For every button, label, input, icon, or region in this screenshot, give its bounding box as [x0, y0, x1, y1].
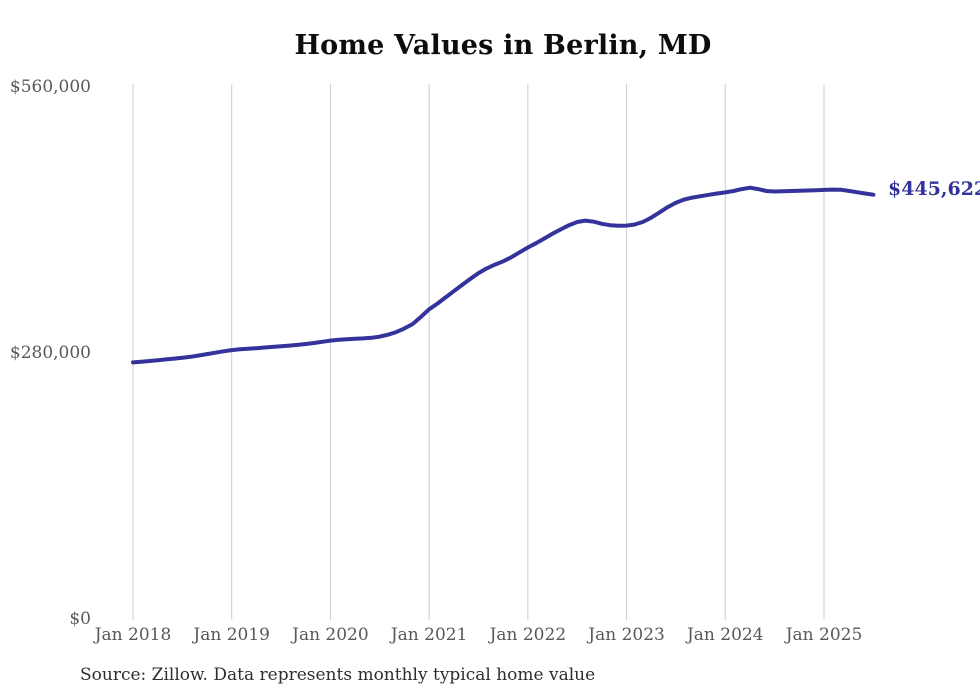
end-value-label: $445,622	[888, 178, 980, 200]
x-tick-label: Jan 2024	[685, 625, 764, 645]
home-values-line-chart: Jan 2018 Jan 2019 Jan 2020 Jan 2021 Jan 2022…	[10, 77, 980, 645]
x-tick-label: Jan 2018	[93, 625, 172, 645]
y-tick-label: $280,000	[10, 343, 91, 363]
x-tick-label: Jan 2019	[191, 625, 270, 645]
x-tick-label: Jan 2022	[488, 625, 567, 645]
y-tick-label: $560,000	[10, 77, 91, 97]
x-tick-label: Jan 2025	[784, 625, 863, 645]
value-line	[131, 185, 876, 365]
source-note: Source: Zillow. Data represents monthly …	[80, 665, 596, 685]
x-tick-label: Jan 2020	[290, 625, 369, 645]
chart-title: Home Values in Berlin, MD	[294, 30, 712, 61]
x-tick-label: Jan 2023	[586, 625, 665, 645]
y-tick-label: $0	[69, 609, 91, 629]
x-tick-label: Jan 2021	[389, 625, 468, 645]
